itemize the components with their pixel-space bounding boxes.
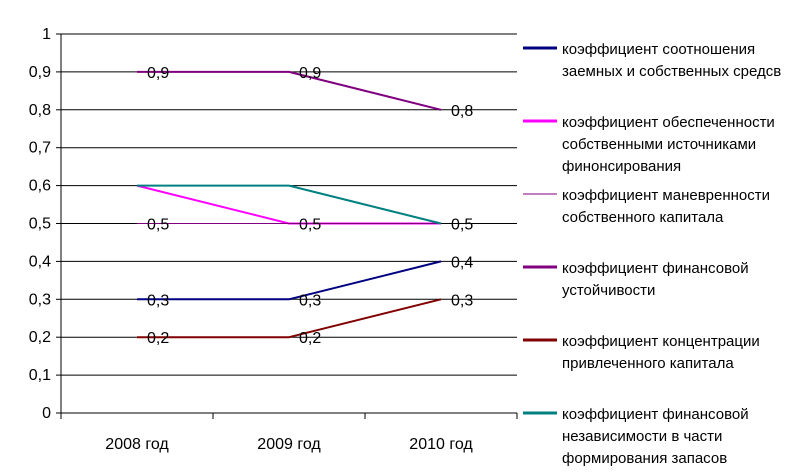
y-axis-tick-labels: 0 0,1 0,2 0,3 0,4 0,5 0,6 0,7 0,8 0,9 1 [29, 26, 51, 422]
legend-label: привлеченного капитала [562, 355, 734, 372]
data-label: 0,2 [147, 330, 169, 347]
x-tick-label: 2010 год [409, 436, 473, 453]
x-tick-label: 2009 год [257, 436, 321, 453]
series-lines [136, 70, 442, 339]
legend-label: собственными источниками [562, 136, 756, 153]
legend-label: коэффициент маневренности [562, 187, 770, 204]
legend-label: коэффициент финансовой [562, 406, 749, 423]
data-label: 0,9 [147, 65, 169, 82]
legend-label: устойчивости [562, 282, 655, 299]
series-line-5 [137, 298, 442, 339]
data-label: 0,3 [299, 292, 321, 309]
y-tick-label: 0 [42, 405, 51, 422]
y-tick-label: 0,6 [29, 178, 51, 195]
series-line-6 [137, 184, 442, 225]
legend: коэффициент соотношения заемных и собстве… [523, 41, 781, 467]
y-tick-label: 0,9 [29, 64, 51, 81]
series-line-1 [137, 260, 442, 301]
legend-label: заемных и собственных средсв [562, 63, 781, 80]
legend-label: формирования запасов [562, 450, 727, 467]
series-line-2 [136, 184, 441, 225]
legend-label: независимости в части [562, 428, 722, 445]
y-tick-label: 0,2 [29, 329, 51, 346]
legend-label: коэффициент финансовой [562, 260, 749, 277]
x-tick-label: 2008 год [105, 436, 169, 453]
y-tick-label: 0,4 [29, 253, 51, 270]
data-label: 0,9 [299, 65, 321, 82]
legend-label: коэффициент соотношения [562, 41, 755, 58]
data-label: 0,4 [451, 254, 473, 271]
axes [56, 33, 518, 419]
legend-label: коэффициент концентрации [562, 333, 760, 350]
data-labels: 0,3 0,3 0,4 0,5 0,5 0,5 0,9 0,9 0,8 0,2 0,2 0,3 [147, 65, 473, 347]
y-tick-label: 0,3 [29, 291, 51, 308]
data-label: 0,3 [147, 292, 169, 309]
legend-label: собственного капитала [562, 209, 724, 226]
legend-label: коэффициент обеспеченности [562, 114, 775, 131]
y-tick-label: 0,7 [29, 140, 51, 157]
legend-label: финонсирования [562, 158, 681, 175]
data-label: 0,5 [299, 217, 321, 234]
data-label: 0,5 [147, 217, 169, 234]
data-label: 0,3 [451, 292, 473, 309]
series-line-4 [137, 70, 442, 111]
data-label: 0,2 [299, 330, 321, 347]
data-label: 0,5 [451, 217, 473, 234]
y-tick-label: 1 [42, 26, 51, 43]
x-axis-tick-labels: 2008 год 2009 год 2010 год [105, 436, 473, 453]
y-tick-label: 0,8 [29, 102, 51, 119]
y-tick-label: 0,1 [29, 367, 51, 384]
y-tick-label: 0,5 [29, 216, 51, 233]
data-label: 0,8 [451, 103, 473, 120]
